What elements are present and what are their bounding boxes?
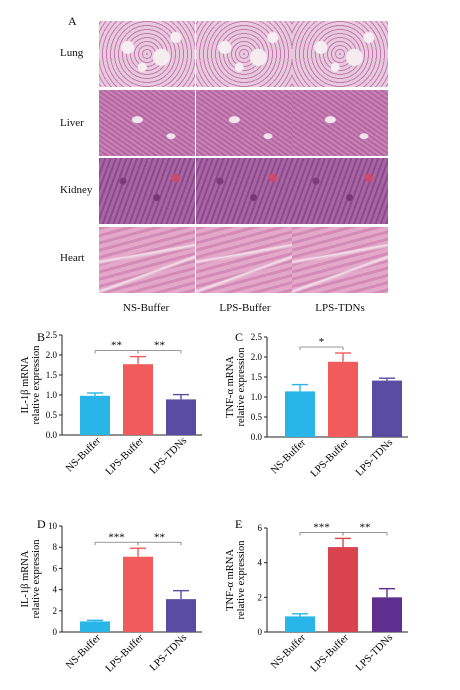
- significance-label-d-2: **: [154, 531, 165, 543]
- histology-lung-lps-tdns: [292, 21, 388, 87]
- y-axis-label-line1-c: TNF-α mRNA: [225, 356, 236, 418]
- row-label-lung: Lung: [60, 47, 84, 59]
- panel-letter-c: C: [235, 330, 243, 344]
- bar-c-1: [285, 391, 315, 437]
- bar-d-2: [123, 556, 153, 632]
- row-label-heart: Heart: [60, 252, 85, 264]
- histology-heart-lps-tdns: [292, 227, 388, 293]
- col-label-ns-buffer: NS-Buffer: [122, 302, 170, 314]
- chart-panel-c: C TNF-α mRNA relative expression 0.0 0.5 1.0 1…: [225, 330, 408, 480]
- y-tick-label-d: 4: [53, 585, 58, 595]
- bar-d-1: [80, 621, 110, 632]
- row-label-liver: Liver: [60, 117, 84, 129]
- y-axis-label-line2-b: relative expression: [31, 345, 42, 425]
- bar-d-3: [166, 599, 196, 632]
- category-label-e-1: NS-Buffer: [269, 632, 308, 671]
- y-tick-label-d: 6: [53, 563, 58, 573]
- y-axis-label-line1-d: IL-1β mRNA: [20, 550, 31, 607]
- y-tick-label-b: 1.0: [46, 390, 58, 400]
- y-axis-label-line1-e: TNF-α mRNA: [225, 549, 236, 611]
- bar-e-2: [328, 547, 358, 632]
- histology-kidney-lps-buffer: [196, 158, 292, 224]
- bar-b-2: [123, 364, 153, 435]
- bar-c-2: [328, 361, 358, 437]
- y-tick-label-d: 0: [53, 627, 58, 637]
- col-label-lps-tdns: LPS-TDNs: [315, 302, 365, 314]
- y-tick-label-e: 4: [258, 558, 263, 568]
- panel-letter-d: D: [37, 517, 46, 531]
- y-tick-label-e: 0: [258, 627, 263, 637]
- y-tick-label-d: 8: [53, 542, 58, 552]
- histology-kidney-lps-tdns: [292, 158, 388, 224]
- significance-label-e-1: ***: [313, 521, 330, 533]
- y-tick-label-d: 10: [48, 521, 58, 531]
- histology-lung-lps-buffer: [196, 21, 292, 87]
- chart-panel-b: B IL-1β mRNA relative expression 0.0 0.5 1.0 1…: [20, 330, 202, 478]
- y-tick-label-c: 1.0: [251, 392, 263, 402]
- category-label-e-2: LPS-Buffer: [309, 632, 352, 675]
- category-label-b-1: NS-Buffer: [64, 435, 103, 474]
- bar-b-1: [80, 395, 110, 435]
- y-axis-label-line2-e: relative expression: [236, 540, 247, 620]
- significance-label-b-1: **: [111, 340, 122, 352]
- panel-letter-e: E: [235, 517, 242, 531]
- bar-c-3: [372, 380, 402, 437]
- histology-liver-lps-tdns: [292, 90, 388, 156]
- histology-kidney-ns-buffer: [99, 158, 195, 224]
- panel-letter-b: B: [37, 330, 45, 344]
- histology-liver-ns-buffer: [99, 90, 195, 156]
- histology-liver-lps-buffer: [196, 90, 292, 156]
- y-tick-label-c: 0.0: [251, 432, 263, 442]
- category-label-d-1: NS-Buffer: [64, 632, 103, 671]
- y-tick-label-e: 6: [258, 523, 263, 533]
- bar-e-1: [285, 616, 315, 632]
- row-label-kidney: Kidney: [60, 184, 93, 196]
- y-tick-label-b: 0.5: [46, 410, 58, 420]
- y-tick-label-e: 2: [258, 592, 263, 602]
- y-tick-label-d: 2: [53, 606, 58, 616]
- category-label-b-2: LPS-Buffer: [104, 435, 147, 478]
- y-tick-label-c: 1.5: [251, 372, 263, 382]
- y-tick-label-b: 1.5: [46, 370, 58, 380]
- significance-label-d-1: ***: [108, 531, 125, 543]
- y-axis-label-line1-b: IL-1β mRNA: [20, 356, 31, 413]
- significance-label-b-2: **: [154, 340, 165, 352]
- category-label-c-2: LPS-Buffer: [309, 437, 352, 480]
- chart-panel-d: D IL-1β mRNA relative expression 0 2 4 6 8 10 NS-…: [20, 517, 202, 675]
- panel-letter-a: A: [68, 14, 77, 28]
- y-axis-label-line2-d: relative expression: [31, 539, 42, 619]
- y-tick-label-c: 2.5: [251, 332, 263, 342]
- significance-label-e-2: **: [360, 521, 371, 533]
- histology-heart-lps-buffer: [196, 227, 292, 293]
- significance-label-c-1: *: [319, 336, 325, 348]
- y-tick-label-b: 2.0: [46, 350, 58, 360]
- y-tick-label-b: 0.0: [46, 430, 58, 440]
- y-tick-label-b: 2.5: [46, 330, 58, 340]
- category-label-d-2: LPS-Buffer: [104, 632, 147, 675]
- y-tick-label-c: 0.5: [251, 412, 263, 422]
- y-tick-label-c: 2.0: [251, 352, 263, 362]
- col-label-lps-buffer: LPS-Buffer: [219, 302, 271, 314]
- chart-panel-e: E TNF-α mRNA relative expression 0 2 4 6 NS-Buf…: [225, 517, 408, 675]
- category-label-c-1: NS-Buffer: [269, 437, 308, 476]
- category-label-c-3: LPS-TDNs: [354, 437, 395, 478]
- bar-b-3: [166, 399, 196, 435]
- category-label-b-3: LPS-TDNs: [148, 435, 189, 476]
- histology-heart-ns-buffer: [99, 227, 195, 293]
- category-label-d-3: LPS-TDNs: [148, 632, 189, 673]
- y-axis-label-line2-c: relative expression: [236, 347, 247, 427]
- bar-e-3: [372, 597, 402, 632]
- category-label-e-3: LPS-TDNs: [354, 632, 395, 673]
- histology-lung-ns-buffer: [99, 21, 195, 87]
